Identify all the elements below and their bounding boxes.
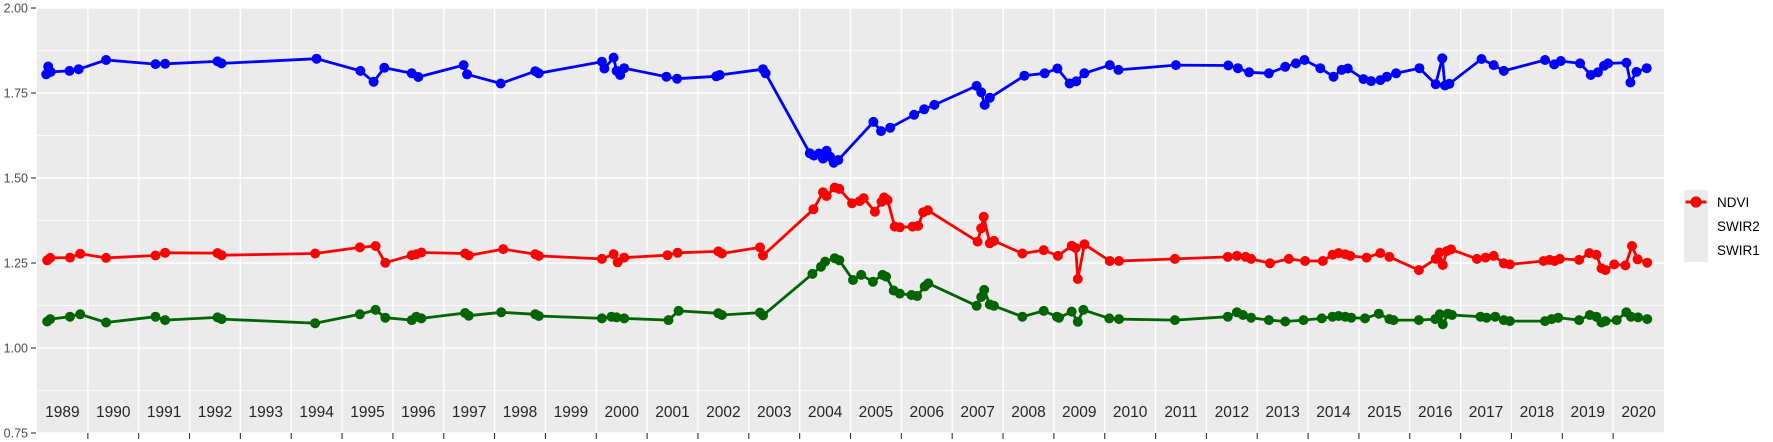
- series-NDVI: [41, 52, 1652, 168]
- x-tick-label: 1990: [96, 404, 131, 421]
- x-tick-label: 1995: [350, 404, 384, 421]
- y-axis-labels: 2.00 1.75 1.50 1.25 1.00 0.75: [4, 2, 28, 441]
- legend-label-SWIR2: SWIR2: [1717, 218, 1760, 234]
- x-tick-label: 2013: [1265, 404, 1299, 421]
- x-tick-label: 2007: [960, 404, 994, 421]
- x-tick-label: 2001: [655, 404, 689, 421]
- y-tick-label: 1.75: [4, 87, 28, 101]
- x-tick-label: 1999: [554, 404, 588, 421]
- x-tick-label: 2002: [706, 404, 740, 421]
- x-tick-label: 2014: [1316, 404, 1351, 421]
- x-tick-label: 1993: [249, 404, 283, 421]
- x-tick-label: 2012: [1215, 404, 1249, 421]
- legend: NDVI SWIR2 SWIR1: [1684, 190, 1760, 262]
- legend-label-NDVI: NDVI: [1717, 194, 1750, 210]
- x-tick-label: 2004: [808, 404, 843, 421]
- legend-key-SWIR2-icon: [1684, 196, 1708, 238]
- x-tick-label: 2000: [604, 404, 639, 421]
- series-SWIR2: [42, 253, 1653, 330]
- x-tick-label: 2018: [1520, 404, 1554, 421]
- y-tick-label: 2.00: [4, 2, 28, 16]
- x-tick-label: 2015: [1367, 404, 1401, 421]
- x-tick-label: 1992: [198, 404, 232, 421]
- x-tick-label: 1994: [299, 404, 334, 421]
- x-tick-label: 1996: [401, 404, 435, 421]
- axis-ticks: [31, 7, 1614, 439]
- x-tick-label: 1991: [147, 404, 181, 421]
- x-tick-label: 2003: [757, 404, 791, 421]
- y-tick-label: 1.00: [4, 342, 28, 356]
- x-tick-label: 2008: [1011, 404, 1045, 421]
- y-tick-label: 0.75: [4, 427, 28, 441]
- legend-key-SWIR1-icon: [1684, 196, 1708, 262]
- x-tick-label: 2010: [1113, 404, 1148, 421]
- x-tick-label: 2016: [1418, 404, 1452, 421]
- x-tick-label: 2017: [1469, 404, 1503, 421]
- x-tick-label: 2019: [1570, 404, 1604, 421]
- x-tick-label: 2006: [910, 404, 944, 421]
- x-tick-label: 2009: [1062, 404, 1096, 421]
- series-SWIR1: [42, 182, 1653, 284]
- legend-label-SWIR1: SWIR1: [1717, 242, 1760, 258]
- x-tick-label: 1997: [452, 404, 486, 421]
- x-tick-label: 2020: [1621, 404, 1656, 421]
- x-tick-label: 1998: [503, 404, 537, 421]
- y-tick-label: 1.25: [4, 257, 28, 271]
- x-tick-label: 2011: [1164, 404, 1197, 421]
- y-tick-label: 1.50: [4, 172, 28, 186]
- x-tick-label: 2005: [859, 404, 893, 421]
- legend-item-SWIR1: SWIR1: [1684, 196, 1760, 262]
- gridlines-vertical: [87, 8, 1614, 433]
- x-axis-labels: 1989 1990 1991 1992 1993 1994 1995 1996 1997 1998…: [45, 404, 1656, 421]
- legend-item-SWIR2: SWIR2: [1684, 196, 1760, 238]
- x-tick-label: 1989: [45, 404, 79, 421]
